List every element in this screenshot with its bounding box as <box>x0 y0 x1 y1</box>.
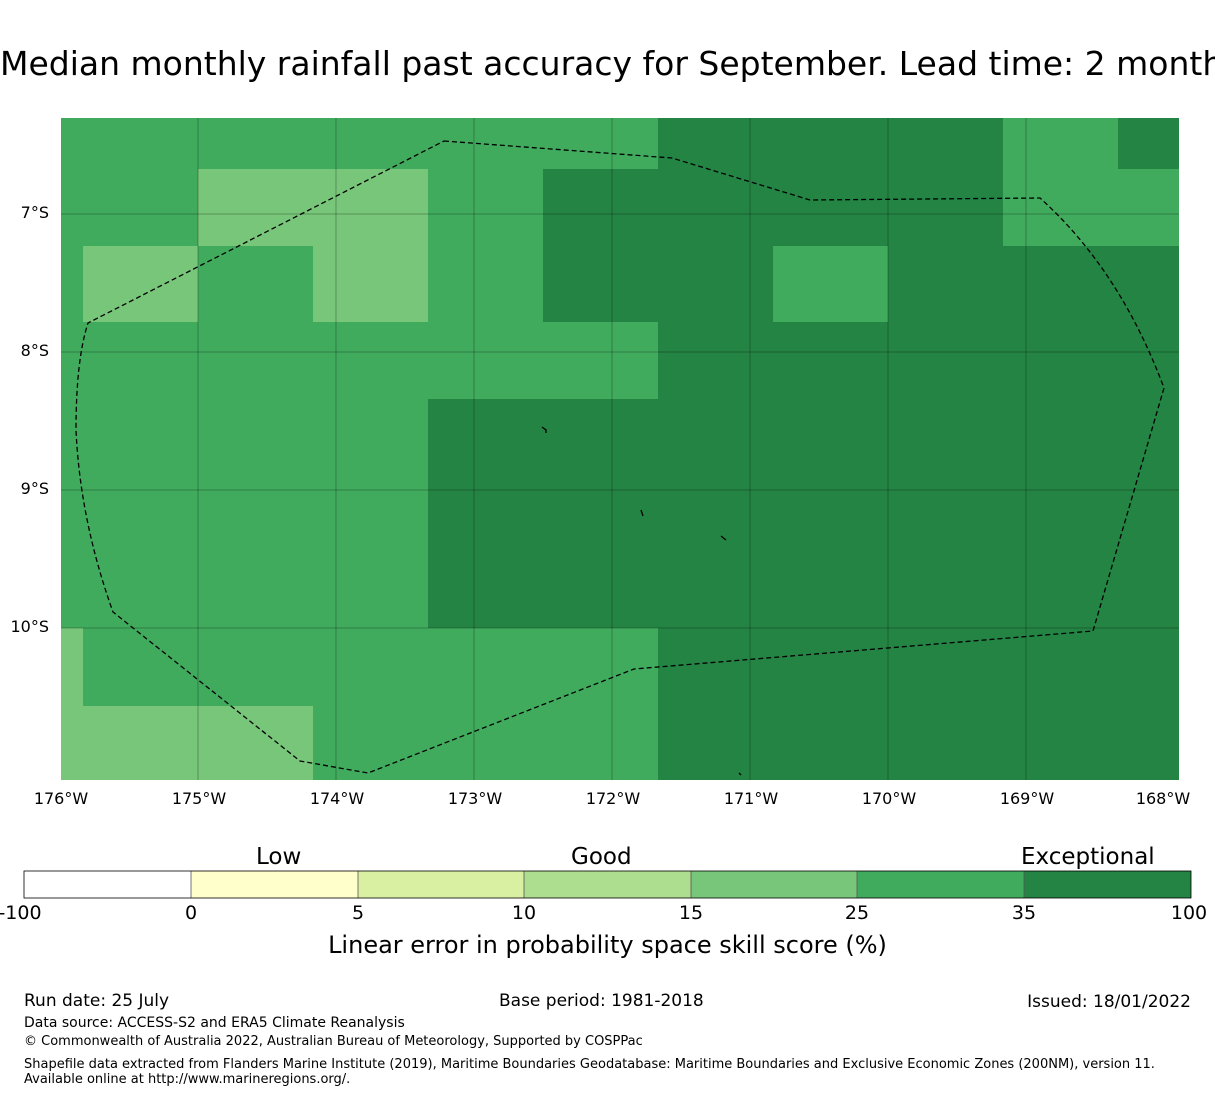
grid-cell <box>428 399 1179 628</box>
island <box>720 535 727 541</box>
colorbar-segment <box>1024 871 1191 898</box>
grid-cell <box>1118 118 1179 169</box>
colorbar-segment <box>191 871 358 898</box>
lat-label: 8°S <box>20 341 49 360</box>
colorbar-tick: 15 <box>678 902 704 924</box>
category-exceptional-label: Exceptional <box>1021 844 1155 870</box>
colorbar-segment <box>24 871 191 898</box>
issued-date: Issued: 18/01/2022 <box>1027 992 1191 1012</box>
graticule <box>61 118 1179 780</box>
lon-label: 175°W <box>171 789 227 808</box>
islands <box>541 426 742 776</box>
grid-cell <box>61 706 313 780</box>
category-low-label: Low <box>256 844 302 870</box>
colorbar-tick: 0 <box>184 902 198 924</box>
colorbar-tick: 5 <box>351 902 365 924</box>
grid-cell <box>658 118 1003 169</box>
island <box>738 772 742 776</box>
colorbar-segment <box>691 871 857 898</box>
lat-label: 9°S <box>20 479 49 498</box>
skill-grid <box>61 118 1179 780</box>
data-source: Data source: ACCESS-S2 and ERA5 Climate … <box>24 1015 405 1031</box>
base-period: Base period: 1981-2018 <box>499 991 704 1011</box>
run-date: Run date: 25 July <box>24 991 170 1011</box>
colorbar-segment <box>358 871 524 898</box>
category-good-label: Good <box>571 844 632 870</box>
lon-label: 174°W <box>309 789 365 808</box>
lat-label: 10°S <box>10 617 49 636</box>
lon-label: 170°W <box>861 789 917 808</box>
colorbar <box>23 870 1192 899</box>
colorbar-segment <box>524 871 691 898</box>
grid-cell <box>83 246 198 322</box>
colorbar-tick: 10 <box>511 902 537 924</box>
grid-cell <box>543 246 773 322</box>
colorbar-frame <box>23 870 1192 899</box>
colorbar-segment <box>857 871 1024 898</box>
island <box>640 509 644 517</box>
colorbar-tick: -100 <box>0 902 42 924</box>
lon-label: 168°W <box>1135 789 1191 808</box>
colorbar-tick: 25 <box>844 902 870 924</box>
grid-cell <box>198 169 428 246</box>
eez-boundary <box>75 140 1165 774</box>
grid-cell <box>543 169 1003 246</box>
copyright-note: © Commonwealth of Australia 2022, Austra… <box>24 1034 643 1049</box>
colorbar-title: Linear error in probability space skill … <box>328 931 887 959</box>
lon-label: 173°W <box>447 789 503 808</box>
grid-cell <box>313 246 428 322</box>
shapefile-note: Shapefile data extracted from Flanders M… <box>24 1057 1155 1087</box>
grid-cell <box>658 322 1179 399</box>
lon-label: 171°W <box>723 789 779 808</box>
grid-cell <box>888 246 1179 322</box>
colorbar-tick: 100 <box>1170 902 1208 924</box>
lon-label: 169°W <box>999 789 1055 808</box>
lon-label: 172°W <box>585 789 641 808</box>
map-title: Median monthly rainfall past accuracy fo… <box>0 44 1215 83</box>
island <box>541 426 547 433</box>
lat-label: 7°S <box>20 203 49 222</box>
colorbar-tick: 35 <box>1011 902 1037 924</box>
grid-cell <box>658 628 1179 780</box>
lon-label: 176°W <box>33 789 89 808</box>
